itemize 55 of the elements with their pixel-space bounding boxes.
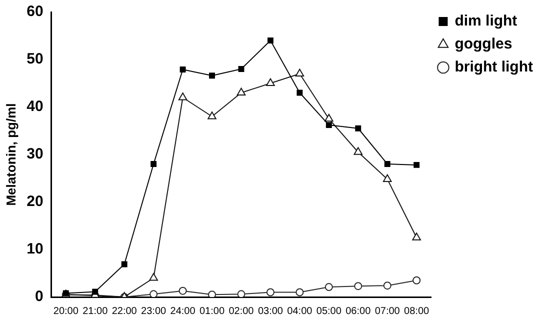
point [355,125,362,132]
legend-label: bright light [454,58,534,76]
x-tick-label: 01:00 [200,306,225,317]
point [150,161,157,167]
point [383,282,392,290]
point [354,282,362,290]
x-tick-label: 08:00 [404,306,430,317]
y-axis-title: Melatonin, pg/ml [3,103,18,206]
point [412,276,421,284]
point [414,162,420,168]
point [208,112,216,120]
point [295,68,304,76]
legend-label: goggles [454,36,512,53]
x-tick-label: 06:00 [346,306,372,317]
point [326,122,332,128]
point [267,38,274,44]
x-tick-label: 21:00 [82,306,108,317]
point [266,78,275,86]
x-tick-label: 02:00 [228,306,254,317]
point [382,174,392,182]
point [209,72,215,79]
x-tick-label: 04:00 [287,306,313,317]
x-tick-label: 23:00 [141,306,167,317]
y-tick-label: 20 [26,193,44,210]
x-tick-label: 07:00 [374,306,400,317]
point [237,290,246,297]
point [296,288,304,296]
point [180,66,186,72]
y-tick-label: 60 [26,3,44,20]
x-tick-label: 24:00 [170,306,196,317]
point [238,66,244,72]
point [384,161,390,167]
point [121,261,128,268]
point [324,114,334,122]
y-tick-label: 40 [26,98,44,116]
y-tick-label: 0 [34,288,44,306]
point [149,273,158,281]
x-tick-label: 05:00 [316,306,342,317]
point [236,88,246,96]
y-tick-label: 30 [26,146,44,163]
point [150,290,158,297]
point [296,90,303,96]
x-tick-label: 22:00 [112,306,138,317]
x-tick-label: 20:00 [53,306,79,317]
y-tick-label: 50 [26,50,44,68]
point [354,147,363,155]
point [208,290,216,297]
x-tick-label: 03:00 [258,306,284,317]
point [178,286,187,295]
point [412,232,421,240]
point [324,283,333,292]
legend-label: dim light [454,12,518,30]
y-tick-label: 10 [26,240,44,258]
point [178,92,188,100]
point [266,288,274,296]
